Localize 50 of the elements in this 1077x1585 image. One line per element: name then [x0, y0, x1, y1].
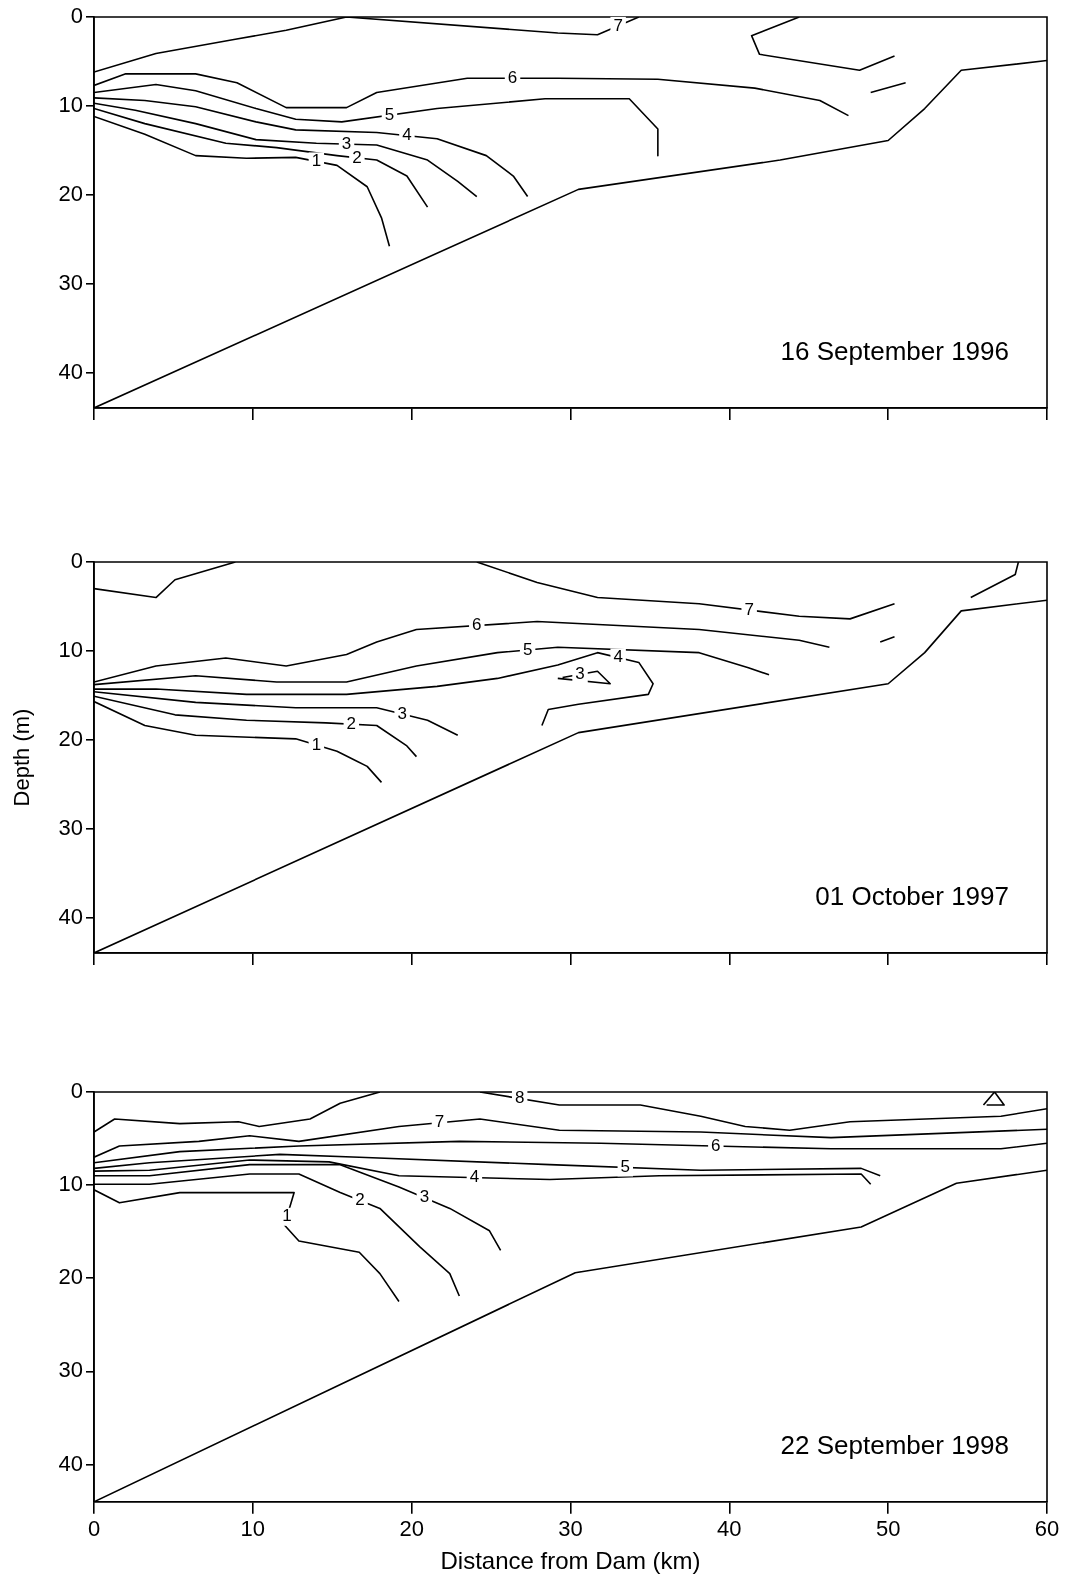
- y-tick-label: 30: [58, 269, 83, 295]
- x-tick-label: 60: [1034, 1516, 1060, 1542]
- series-label: 8: [514, 1088, 525, 1108]
- series-label: 3: [397, 703, 407, 723]
- x-tick-label: 50: [875, 1516, 901, 1542]
- y-tick-label: 10: [58, 91, 83, 117]
- series-label: 6: [507, 68, 518, 87]
- x-tick-label: 30: [558, 1516, 583, 1542]
- series-label: 6: [472, 615, 482, 635]
- y-tick-label: 0: [70, 548, 83, 574]
- y-tick-label: 20: [58, 180, 83, 206]
- y-tick-label: 40: [58, 1450, 83, 1476]
- x-axis-title: Distance from Dam (km): [440, 1547, 701, 1575]
- y-axis-title: Depth (m): [9, 708, 35, 807]
- y-tick-label: 0: [70, 3, 83, 29]
- y-tick-label: 40: [58, 903, 83, 929]
- series-label: 4: [402, 125, 412, 145]
- series-label: 4: [613, 647, 623, 667]
- annotation: 16 September 1996: [780, 336, 1009, 366]
- series-label: 2: [346, 713, 357, 733]
- series-label: 2: [355, 1190, 365, 1210]
- y-tick-label: 40: [58, 358, 83, 384]
- series-label: 5: [384, 104, 395, 124]
- x-tick-label: 40: [717, 1516, 742, 1542]
- x-tick-label: 0: [87, 1516, 101, 1542]
- series-label: 1: [282, 1206, 292, 1226]
- y-tick-label: 10: [58, 1171, 83, 1197]
- y-tick-label: 0: [70, 1078, 83, 1104]
- series-label: 3: [341, 133, 352, 153]
- annotation: 01 October 1997: [815, 881, 1009, 911]
- y-tick-label: 20: [58, 725, 83, 751]
- series-label: 5: [620, 1157, 631, 1177]
- series-label: 5: [522, 639, 533, 659]
- series-label: 7: [613, 15, 623, 35]
- series-label: 1: [311, 151, 322, 171]
- y-tick-label: 30: [58, 1357, 83, 1383]
- y-tick-label: 10: [58, 636, 83, 662]
- series-label: 2: [352, 147, 362, 167]
- series-label: 7: [434, 1112, 445, 1132]
- series-label: 6: [711, 1135, 721, 1155]
- x-tick-label: 20: [399, 1516, 424, 1542]
- x-tick-label: 10: [240, 1516, 266, 1542]
- series-label: 3: [419, 1187, 430, 1207]
- y-tick-label: 20: [58, 1264, 83, 1290]
- series-label: 4: [469, 1167, 480, 1187]
- series-label: 7: [744, 599, 754, 619]
- y-tick-label: 30: [58, 814, 83, 840]
- annotation: 22 September 1998: [780, 1429, 1009, 1460]
- series-label: 3: [575, 664, 585, 684]
- series-label: 1: [311, 734, 322, 754]
